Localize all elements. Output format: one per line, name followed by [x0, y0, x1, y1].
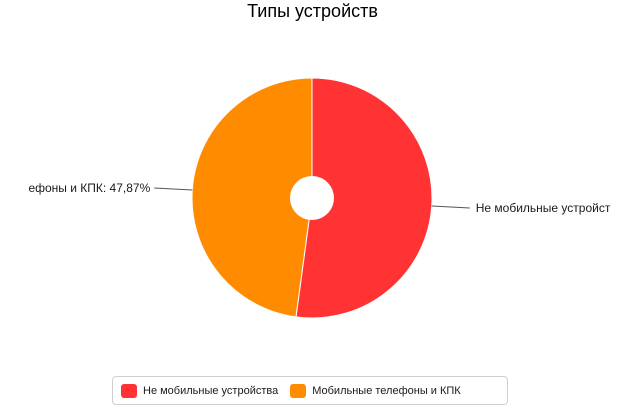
- legend-label-nonmobile: Не мобильные устройства: [143, 384, 279, 397]
- donut-hole: [290, 176, 334, 220]
- slice-label-mobile: ефоны и КПК: 47,87%: [28, 181, 150, 195]
- leader-lines: [154, 187, 470, 209]
- legend: Не мобильные устройства Мобильные телефо…: [112, 376, 508, 405]
- legend-item-mobile[interactable]: Мобильные телефоны и КПК: [290, 383, 461, 398]
- legend-swatch-nonmobile: [121, 383, 137, 398]
- leader-line-nonmobile: [431, 205, 470, 209]
- legend-label-mobile: Мобильные телефоны и КПК: [312, 384, 461, 397]
- slice-label-nonmobile: Не мобильные устройст: [476, 201, 611, 215]
- pie-chart: ефоны и КПК: 47,87% Не мобильные устройс…: [28, 77, 611, 319]
- chart-title: Типы устройств: [247, 1, 378, 21]
- pie-slices: [191, 77, 433, 319]
- pie-slice-nonmobile[interactable]: [295, 77, 433, 319]
- legend-swatch-mobile: [290, 383, 307, 398]
- legend-item-nonmobile[interactable]: Не мобильные устройства: [121, 383, 279, 398]
- leader-line-mobile: [154, 187, 193, 191]
